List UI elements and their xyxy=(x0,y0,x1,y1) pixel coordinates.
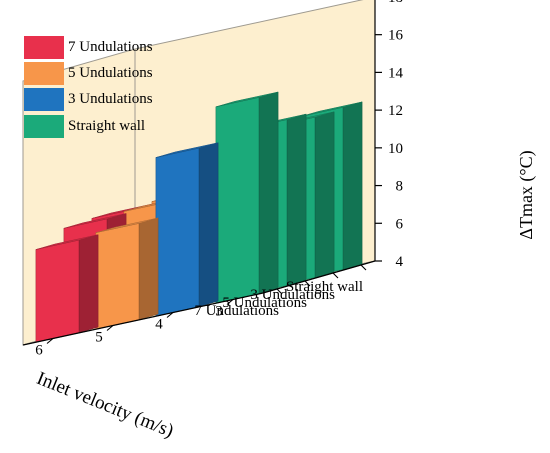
x-tick-label: 5 Undulations xyxy=(222,295,307,311)
z-tick-label: 16 xyxy=(388,28,404,44)
bar-top-face xyxy=(35,234,99,250)
bar-3-undulations-v3 xyxy=(155,142,219,317)
bar-side-face xyxy=(138,217,159,320)
bar-front-face xyxy=(35,239,80,343)
x-tick xyxy=(276,288,283,295)
bar-5-undulations-v3 xyxy=(95,217,159,330)
bar-top-face xyxy=(63,213,127,229)
bar-straight-wall-v3 xyxy=(215,91,279,304)
x-tick-label: 3 Undulations xyxy=(250,287,335,303)
legend-item: 3 Undulations xyxy=(24,87,153,113)
legend-swatch xyxy=(24,114,64,138)
bar-front-face xyxy=(155,147,200,317)
y-tick xyxy=(226,299,234,305)
x-axis-line xyxy=(262,260,376,294)
y-tick-label: 5 xyxy=(95,330,103,346)
z-tick-label: 4 xyxy=(396,254,404,270)
bars-group xyxy=(35,91,363,343)
bar-front-face xyxy=(215,97,260,304)
legend-swatch xyxy=(24,88,64,112)
bar-side-face xyxy=(286,113,307,286)
z-tick-label: 14 xyxy=(388,65,404,81)
legend-item: Straight wall xyxy=(24,113,153,139)
y-tick-label: 6 xyxy=(35,343,43,359)
bar-side-face xyxy=(78,234,99,333)
bar-top-face xyxy=(299,101,363,117)
bar-7-undulations-v3 xyxy=(35,234,99,343)
bar-side-face xyxy=(258,91,279,294)
legend-swatch xyxy=(24,61,64,85)
y-axis-line xyxy=(22,292,264,346)
legend-label: 3 Undulations xyxy=(68,91,153,108)
y-tick xyxy=(166,312,174,318)
y-tick-label: 4 xyxy=(155,317,163,333)
bar-side-face xyxy=(198,142,219,307)
z-tick-label: 18 xyxy=(388,0,403,6)
x-tick xyxy=(304,280,311,287)
legend-swatch xyxy=(24,35,64,59)
y-tick xyxy=(106,325,114,331)
y-axis-title: Inlet velocity (m/s) xyxy=(34,368,177,442)
legend-item: 7 Undulations xyxy=(24,34,153,60)
legend-label: 7 Undulations xyxy=(68,38,153,55)
legend-label: Straight wall xyxy=(68,117,146,134)
y-tick-label: 3 xyxy=(215,304,223,320)
bar-top-face xyxy=(215,91,279,108)
z-tick-label: 10 xyxy=(388,141,403,157)
x-tick xyxy=(332,272,339,279)
bar-front-face xyxy=(95,223,140,330)
x-tick-label: Straight wall xyxy=(286,279,363,295)
legend: 7 Undulations 5 Undulations 3 Undulations S… xyxy=(24,34,153,139)
bar-top-face xyxy=(155,142,219,158)
legend-label: 5 Undulations xyxy=(68,64,153,81)
bar-side-face xyxy=(342,101,363,270)
z-tick-label: 8 xyxy=(396,179,404,195)
y-tick xyxy=(46,338,54,344)
x-tick-label: 7 Undulations xyxy=(194,303,279,319)
bar-top-face xyxy=(95,217,159,233)
x-tick xyxy=(360,264,367,271)
z-axis-title: ΔTmax (°C) xyxy=(516,150,537,239)
z-tick-label: 6 xyxy=(396,216,404,232)
z-tick-label: 12 xyxy=(388,103,403,119)
legend-item: 5 Undulations xyxy=(24,60,153,86)
bar-side-face xyxy=(314,111,335,278)
